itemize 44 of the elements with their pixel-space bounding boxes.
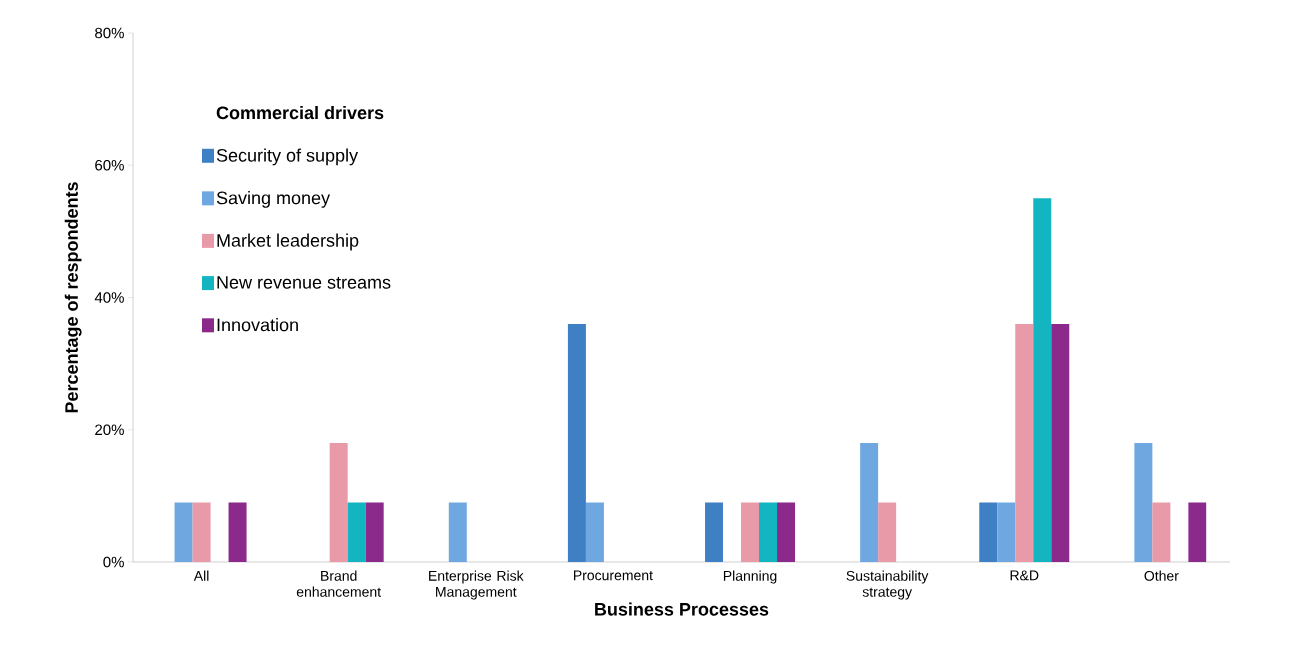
- x-tick-label: R&D: [1010, 570, 1039, 581]
- bar: [585, 502, 604, 562]
- bar: [329, 442, 348, 562]
- x-tick-label: Enterprise Risk Management: [429, 570, 524, 600]
- bar: [1152, 502, 1171, 562]
- legend-label: New revenue streams: [217, 276, 391, 289]
- bar: [1015, 323, 1034, 562]
- x-tick-label: Brand enhancement: [296, 570, 381, 597]
- legend-label: Security of supply: [216, 148, 359, 166]
- bar: [1188, 502, 1207, 562]
- bar: [1134, 442, 1153, 562]
- bar: [1033, 198, 1052, 562]
- bar: [705, 502, 724, 562]
- legend-label: Saving money: [216, 191, 331, 208]
- legend-label: Market leadership: [217, 233, 359, 251]
- bar: [192, 502, 211, 562]
- bar: [759, 502, 778, 562]
- y-tick-label: 40%: [94, 292, 124, 303]
- bar: [347, 502, 366, 562]
- x-tick-label: Sustainability strategy: [846, 570, 929, 600]
- bar: [979, 502, 998, 562]
- bar: [228, 502, 247, 562]
- x-tick-label: Procurement: [573, 570, 653, 581]
- y-tick-label: 20%: [95, 424, 124, 436]
- bar: [567, 323, 586, 562]
- bar: [174, 502, 193, 562]
- y-axis-title: Percentage of respondents: [64, 182, 82, 413]
- bar: [1051, 323, 1070, 562]
- bar: [997, 502, 1016, 562]
- bar: [777, 502, 796, 562]
- bar: [365, 502, 384, 562]
- legend-title: Commercial drivers: [216, 105, 384, 120]
- bar: [860, 442, 879, 562]
- x-tick-label: Other: [1144, 570, 1179, 581]
- bar: [448, 502, 467, 562]
- x-axis-title: Business Processes: [595, 602, 769, 616]
- legend-label: Innovation: [217, 318, 298, 332]
- y-tick-label: 60%: [95, 159, 124, 171]
- bar: [741, 502, 760, 562]
- x-tick-label: All: [193, 570, 209, 581]
- x-tick-label: Planning: [723, 570, 777, 584]
- y-tick-label: 80%: [95, 27, 124, 39]
- y-tick-label: 0%: [103, 556, 124, 568]
- bar: [878, 502, 897, 562]
